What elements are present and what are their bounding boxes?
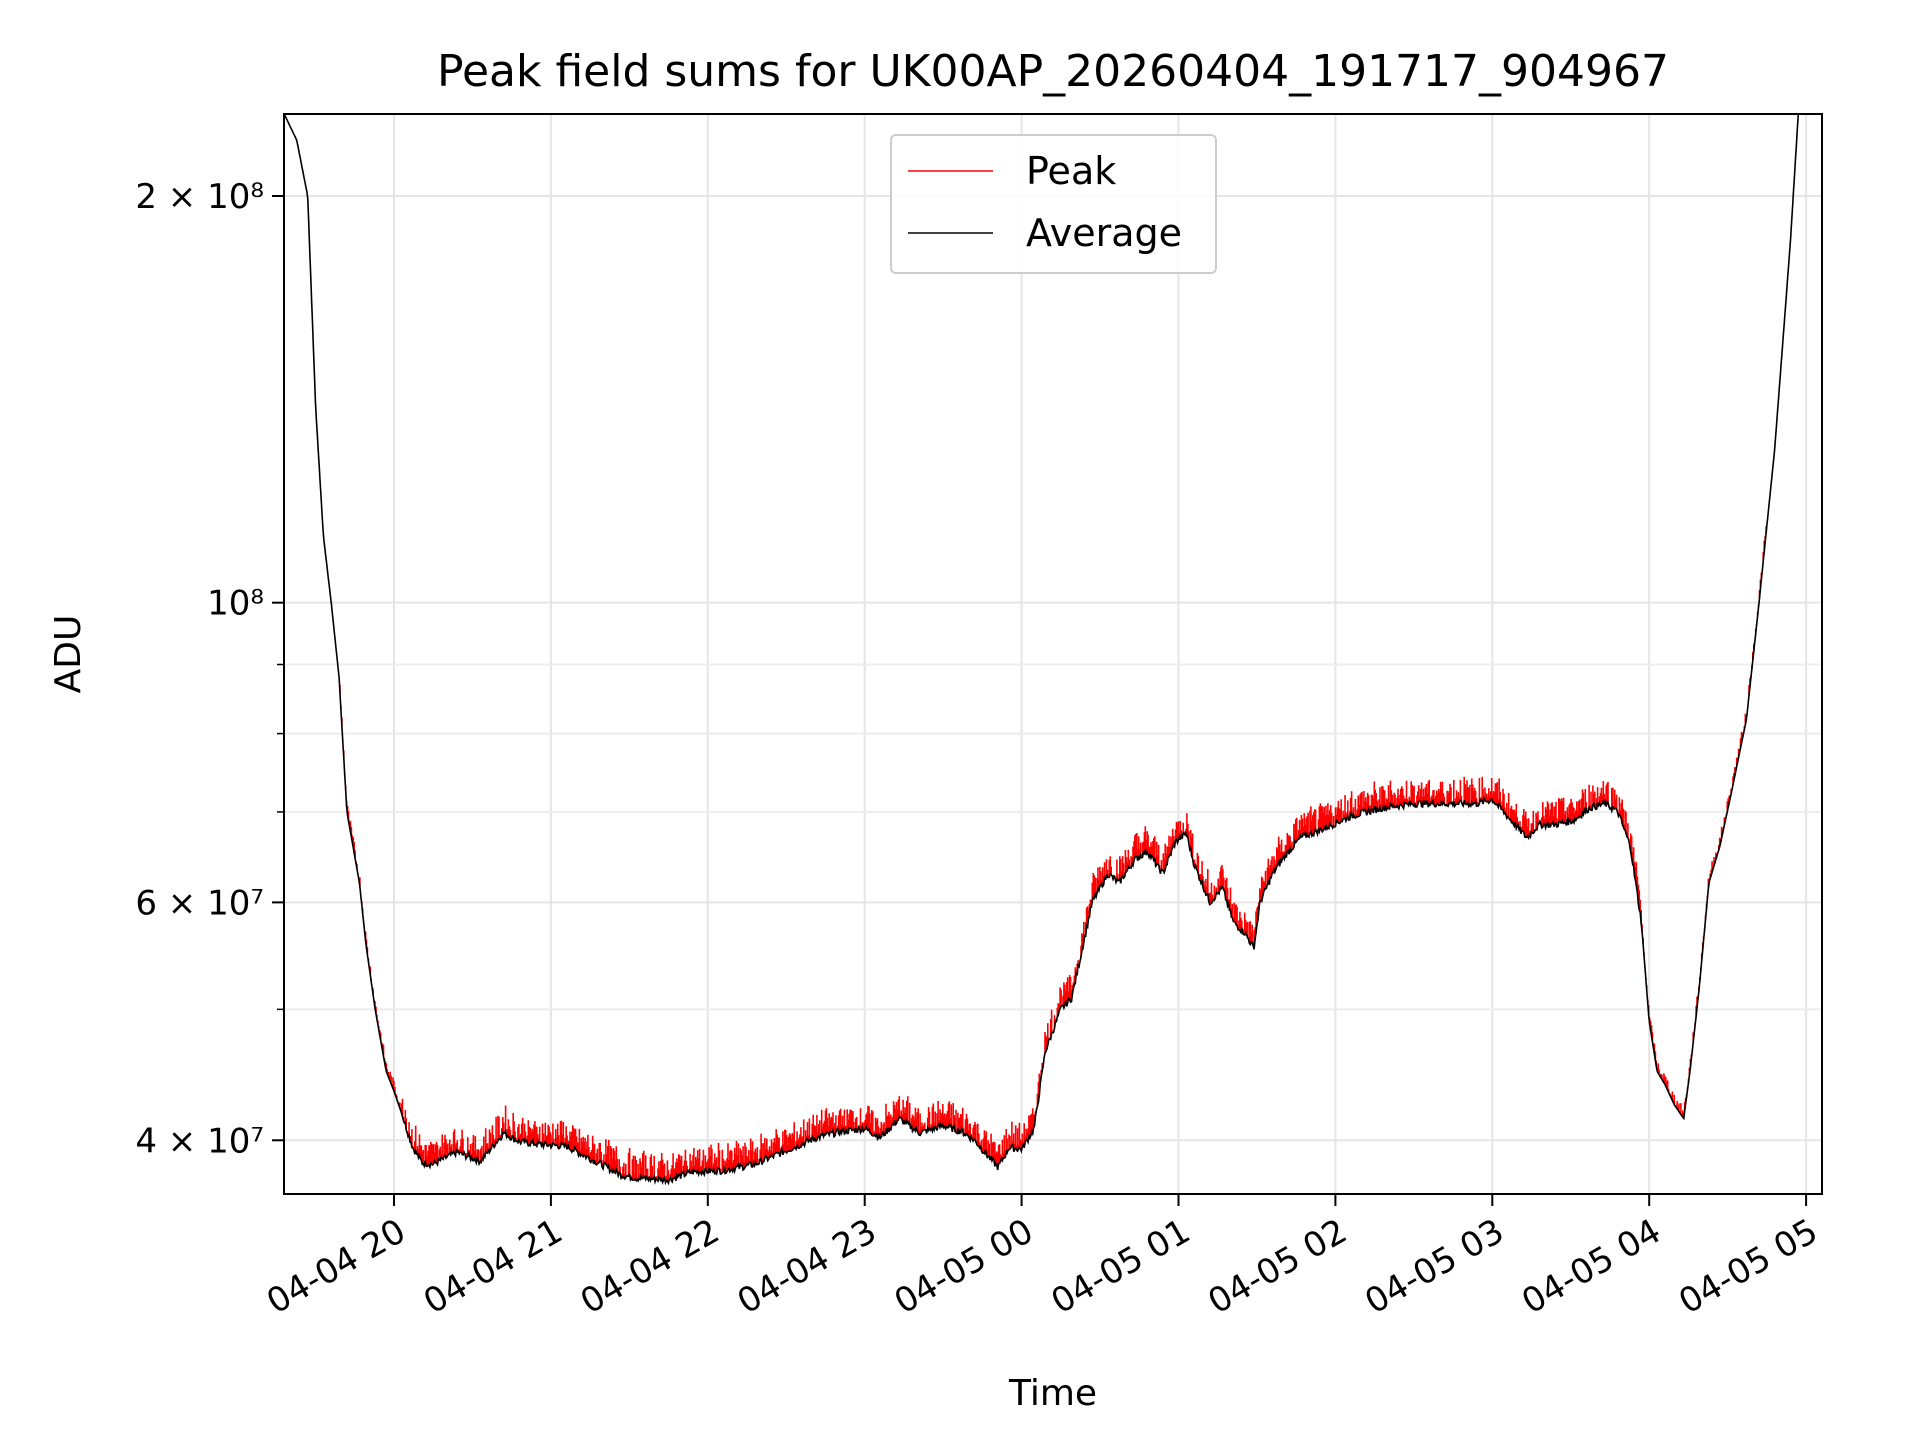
plot-frame [283,113,1823,1195]
legend-box [890,134,1217,274]
x-axis-title: Time [1008,1373,1097,1414]
legend: Peak Average [890,134,1217,274]
y-tick-label: 2 × 10⁸ [135,177,264,217]
y-tick-label: 6 × 10⁷ [135,883,264,923]
chart-title: Peak field sums for UK00AP_20260404_1917… [437,46,1669,97]
y-tick-label: 10⁸ [207,584,264,624]
y-axis-title: ADU [48,615,89,694]
average-series-line [284,114,1800,1186]
y-tick-label: 4 × 10⁷ [135,1121,264,1161]
legend-average-label: Average [1026,211,1182,255]
legend-peak-label: Peak [1026,149,1116,193]
series-layer [284,114,1800,1186]
